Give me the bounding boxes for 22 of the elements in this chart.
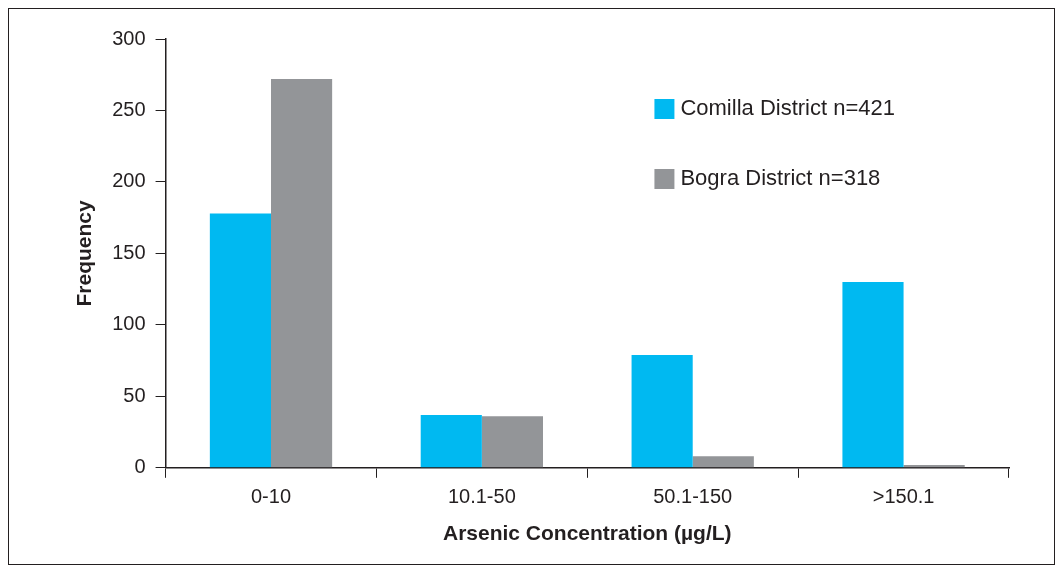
legend-label: Comilla District n=421: [680, 95, 895, 121]
x-tick-label: >150.1: [872, 485, 935, 508]
bar: [631, 354, 693, 468]
x-tick-label: 10.1-50: [447, 485, 516, 508]
y-tick-label: 150: [112, 240, 146, 263]
bar: [842, 281, 904, 468]
y-tick-label: 50: [123, 383, 146, 406]
x-tick-label: 0-10: [250, 485, 292, 508]
y-tick-label: 100: [112, 312, 146, 335]
y-tick-label: 200: [112, 169, 146, 192]
y-tick-label: 250: [112, 97, 146, 120]
bar: [209, 213, 271, 468]
bar: [481, 416, 543, 468]
legend-label: Bogra District n=318: [680, 165, 881, 191]
bar: [420, 414, 482, 468]
bar: [692, 456, 754, 468]
y-tick-label: 300: [112, 26, 146, 49]
bar: [271, 79, 333, 468]
y-tick-label: 0: [134, 455, 146, 478]
x-axis-title: Arsenic Concentration (µg/L): [442, 521, 732, 545]
x-tick-label: 50.1-150: [653, 485, 733, 508]
y-axis-title: Frequency: [72, 199, 96, 307]
